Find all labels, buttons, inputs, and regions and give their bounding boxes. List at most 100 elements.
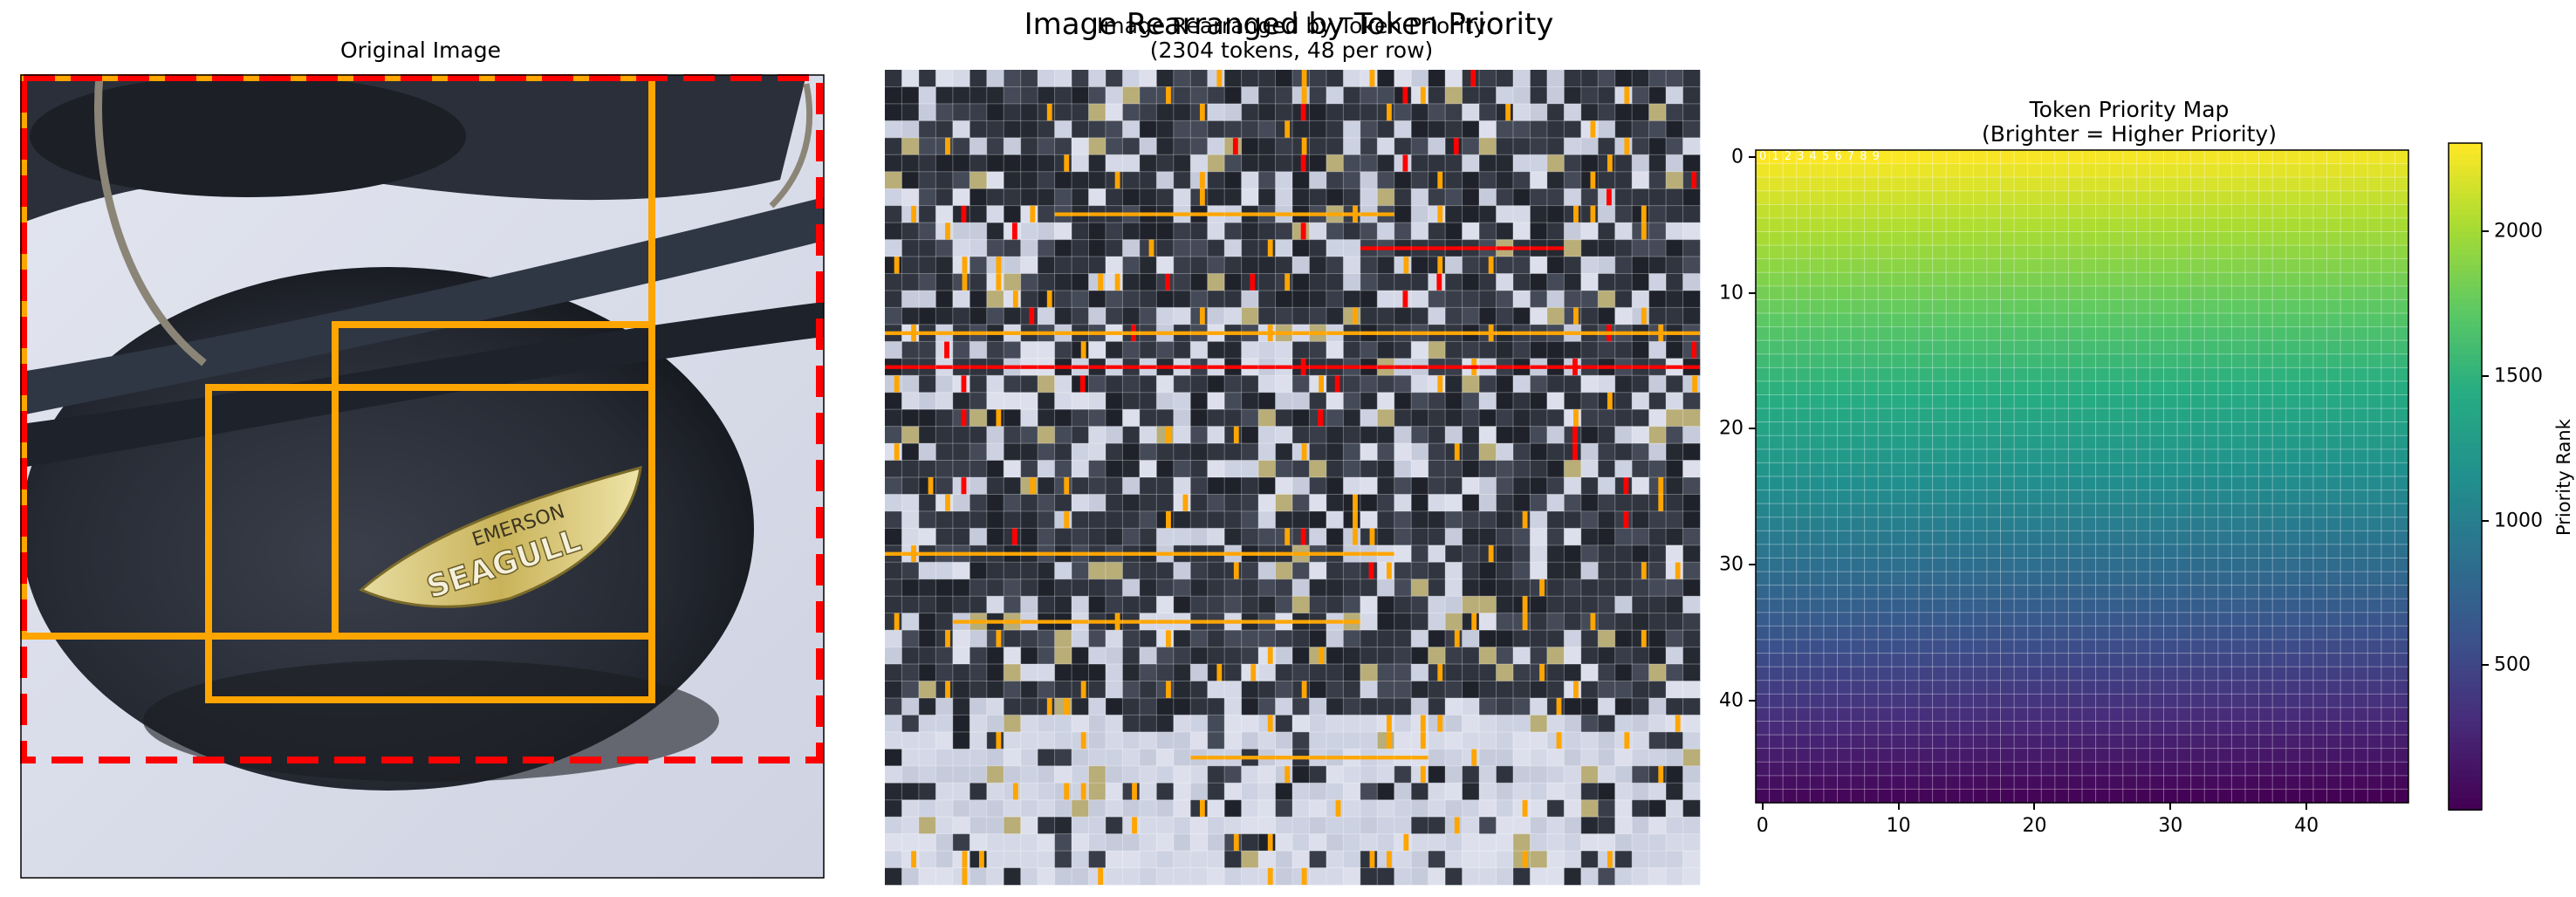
token-tile (935, 783, 954, 801)
token-tile (1309, 867, 1327, 886)
token-tile (1072, 409, 1089, 427)
token-tile (1326, 833, 1344, 852)
token-tile (1530, 341, 1548, 359)
token-tile (1054, 494, 1072, 512)
token-tile (1004, 697, 1021, 716)
heatmap-cell (2095, 721, 2110, 736)
token-tile (1428, 528, 1446, 546)
token-tile (1632, 375, 1649, 394)
heatmap-cell (1837, 707, 1852, 722)
token-tile (1648, 544, 1667, 563)
token-box-edge-orange (1607, 392, 1613, 410)
token-box-edge-orange (1624, 137, 1630, 155)
token-tile (1682, 647, 1701, 665)
heatmap-cell (1810, 762, 1825, 777)
heatmap-cell (2353, 775, 2368, 790)
heatmap-cell (1783, 190, 1798, 205)
heatmap-cell (1878, 340, 1893, 355)
heatmap-cell (2217, 775, 2232, 790)
priority-map-subtitle: (Brighter = Higher Priority) (1982, 121, 2277, 147)
token-tile (1139, 596, 1157, 613)
heatmap-cell (2014, 435, 2028, 450)
token-tile (1632, 257, 1649, 274)
token-tile (885, 375, 902, 394)
heatmap-cell (2353, 707, 2368, 722)
heatmap-cell (2204, 421, 2219, 436)
heatmap-cell (2299, 177, 2314, 192)
token-box-edge-orange (1386, 851, 1392, 868)
heatmap-cell (2014, 462, 2028, 477)
token-tile (1632, 205, 1649, 223)
heatmap-cell (2136, 503, 2151, 518)
heatmap-cell (1973, 150, 1988, 164)
heatmap-cell (2027, 299, 2042, 314)
token-tile (1496, 715, 1514, 733)
token-tile (1648, 833, 1667, 852)
token-tile (1462, 833, 1480, 852)
token-box-edge-red (1623, 477, 1629, 495)
token-tile (1377, 188, 1395, 206)
token-tile (1207, 867, 1225, 886)
token-tile (1411, 664, 1428, 681)
heatmap-cell (2394, 544, 2409, 558)
heatmap-cell (2109, 150, 2124, 164)
heatmap-cell (1919, 285, 1933, 300)
token-tile (1207, 171, 1225, 189)
heatmap-cell (2312, 394, 2327, 409)
token-tile (1020, 494, 1038, 512)
token-tile (901, 749, 920, 767)
token-tile (1156, 137, 1175, 155)
heatmap-cell (1959, 394, 1974, 409)
heatmap-cell (2326, 367, 2341, 382)
token-tile (1224, 257, 1242, 274)
token-tile (1139, 426, 1157, 444)
token-tile (1292, 171, 1310, 189)
token-tile (1377, 697, 1395, 716)
token-tile (1445, 494, 1463, 512)
heatmap-cell (2340, 408, 2354, 422)
token-tile (1632, 613, 1649, 631)
heatmap-cell (2245, 503, 2259, 518)
heatmap-cell (2340, 340, 2354, 355)
heatmap-cell (1796, 177, 1811, 192)
token-tile (1224, 188, 1242, 206)
token-tile (1598, 477, 1616, 495)
heatmap-cell (2095, 258, 2110, 273)
token-tile (1428, 137, 1446, 155)
token-tile (969, 477, 988, 495)
token-tile (1275, 273, 1293, 291)
heatmap-cell (1769, 762, 1784, 777)
heatmap-cell (2177, 694, 2191, 709)
heatmap-cell (2217, 462, 2232, 477)
heatmap-cell (2068, 680, 2083, 695)
heatmap-cell (1783, 421, 1798, 436)
heatmap-cell (1864, 421, 1879, 436)
heatmap-cell (1810, 667, 1825, 681)
token-tile (1462, 290, 1480, 308)
token-box-edge-strip (885, 365, 1700, 369)
heatmap-cell (1810, 326, 1825, 341)
token-tile (1122, 510, 1141, 529)
token-tile (1105, 341, 1123, 359)
token-tile (1224, 528, 1242, 546)
token-tile (1546, 120, 1565, 139)
token-tile (1411, 103, 1428, 121)
heatmap-cell (1823, 190, 1838, 205)
token-tile (1666, 765, 1683, 784)
heatmap-cell (2041, 585, 2056, 599)
heatmap-cell (2027, 640, 2042, 654)
token-tile (1411, 544, 1428, 563)
token-tile (1004, 765, 1021, 784)
heatmap-cell (2068, 367, 2083, 382)
token-tile (986, 341, 1004, 359)
token-tile (1190, 86, 1209, 105)
heatmap-cell (1932, 313, 1947, 327)
token-tile (1054, 273, 1072, 291)
heatmap-cell (2285, 245, 2300, 259)
heatmap-cell (2109, 490, 2124, 504)
token-tile (1614, 290, 1633, 308)
token-tile (1207, 664, 1225, 681)
heatmap-cell (2014, 217, 2028, 232)
token-tile (1479, 528, 1497, 546)
token-tile (1292, 833, 1310, 852)
